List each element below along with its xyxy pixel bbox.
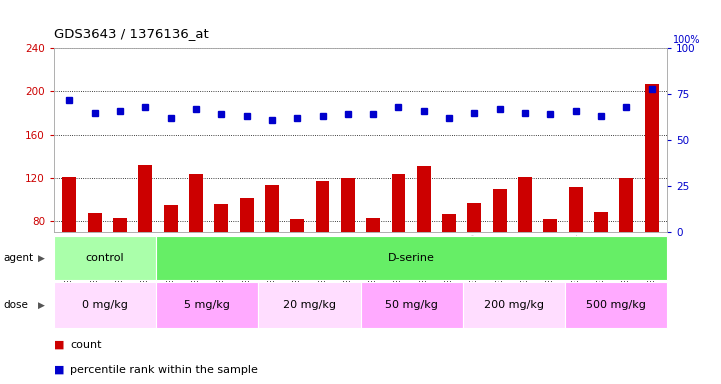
Bar	[392, 174, 405, 308]
Bar	[360, 282, 463, 328]
Text: GDS3643 / 1376136_at: GDS3643 / 1376136_at	[54, 27, 209, 40]
Text: 500 mg/kg: 500 mg/kg	[586, 300, 646, 310]
Bar	[569, 187, 583, 308]
Text: ▶: ▶	[37, 301, 45, 310]
Bar	[62, 177, 76, 308]
Text: dose: dose	[4, 300, 29, 310]
Bar	[442, 214, 456, 308]
Text: D-serine: D-serine	[388, 253, 435, 263]
Bar	[88, 213, 102, 308]
Text: 50 mg/kg: 50 mg/kg	[385, 300, 438, 310]
Bar	[113, 218, 127, 308]
Text: percentile rank within the sample: percentile rank within the sample	[70, 365, 258, 375]
Text: control: control	[86, 253, 125, 263]
Bar	[164, 205, 177, 308]
Text: 5 mg/kg: 5 mg/kg	[185, 300, 230, 310]
Text: 100%: 100%	[673, 35, 700, 45]
Bar	[156, 236, 667, 280]
Text: ■: ■	[54, 340, 65, 350]
Bar	[54, 282, 156, 328]
Bar	[467, 203, 482, 308]
Bar	[518, 177, 532, 308]
Bar	[341, 178, 355, 308]
Text: 200 mg/kg: 200 mg/kg	[484, 300, 544, 310]
Bar	[239, 198, 254, 308]
Bar	[493, 189, 507, 308]
Bar	[291, 219, 304, 308]
Bar	[594, 212, 608, 308]
Text: ▶: ▶	[37, 254, 45, 263]
Text: ■: ■	[54, 365, 65, 375]
Text: 20 mg/kg: 20 mg/kg	[283, 300, 336, 310]
Bar	[544, 219, 557, 308]
Text: count: count	[70, 340, 102, 350]
Bar	[156, 282, 258, 328]
Text: agent: agent	[4, 253, 34, 263]
Bar	[417, 166, 430, 308]
Bar	[54, 236, 156, 280]
Bar	[565, 282, 667, 328]
Bar	[366, 218, 380, 308]
Bar	[258, 282, 360, 328]
Text: 0 mg/kg: 0 mg/kg	[82, 300, 128, 310]
Bar	[214, 204, 228, 308]
Bar	[619, 178, 633, 308]
Bar	[463, 282, 565, 328]
Bar	[645, 84, 659, 308]
Bar	[138, 165, 152, 308]
Bar	[265, 185, 279, 308]
Bar	[189, 174, 203, 308]
Bar	[316, 181, 329, 308]
